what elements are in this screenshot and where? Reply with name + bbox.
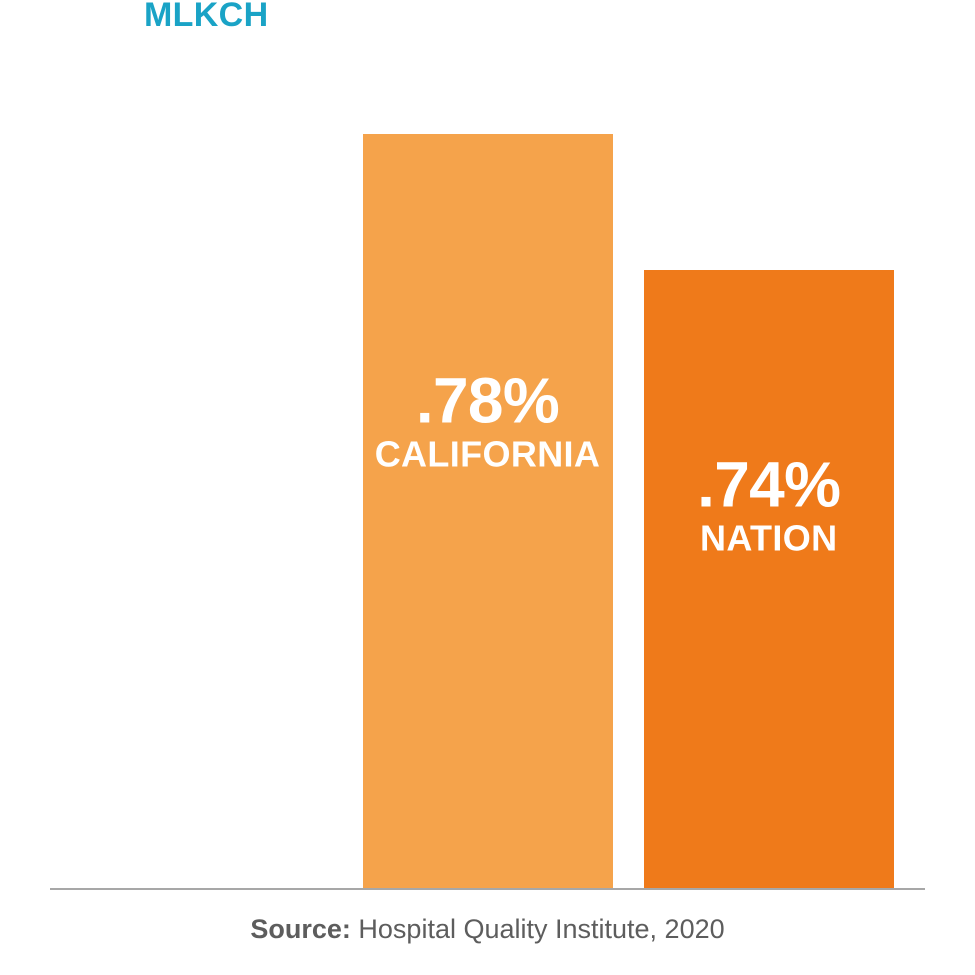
- bar-label-mlkch: 0%MLKCH: [81, 0, 331, 34]
- bar-slot-nation: .74%NATION: [644, 40, 894, 890]
- bar-california: .78%CALIFORNIA: [363, 134, 613, 891]
- bar-chart: 0%MLKCH .78%CALIFORNIA .74%NATION Source: …: [0, 0, 975, 975]
- source-label: Source:: [250, 914, 351, 944]
- bar-slot-california: .78%CALIFORNIA: [363, 40, 613, 890]
- x-axis-baseline: [50, 888, 925, 890]
- bar-label-nation: .74%NATION: [644, 452, 894, 559]
- bar-category: MLKCH: [81, 0, 331, 34]
- source-text: Hospital Quality Institute, 2020: [358, 914, 724, 944]
- bar-slot-mlkch: 0%MLKCH: [81, 40, 331, 890]
- bar-nation: .74%NATION: [644, 270, 894, 891]
- bar-value: .78%: [363, 368, 613, 435]
- plot-area: 0%MLKCH .78%CALIFORNIA .74%NATION: [50, 40, 925, 890]
- chart-source: Source: Hospital Quality Institute, 2020: [0, 914, 975, 945]
- bar-label-california: .78%CALIFORNIA: [363, 368, 613, 475]
- bar-category: NATION: [644, 519, 894, 559]
- bar-value: .74%: [644, 452, 894, 519]
- bar-category: CALIFORNIA: [363, 435, 613, 475]
